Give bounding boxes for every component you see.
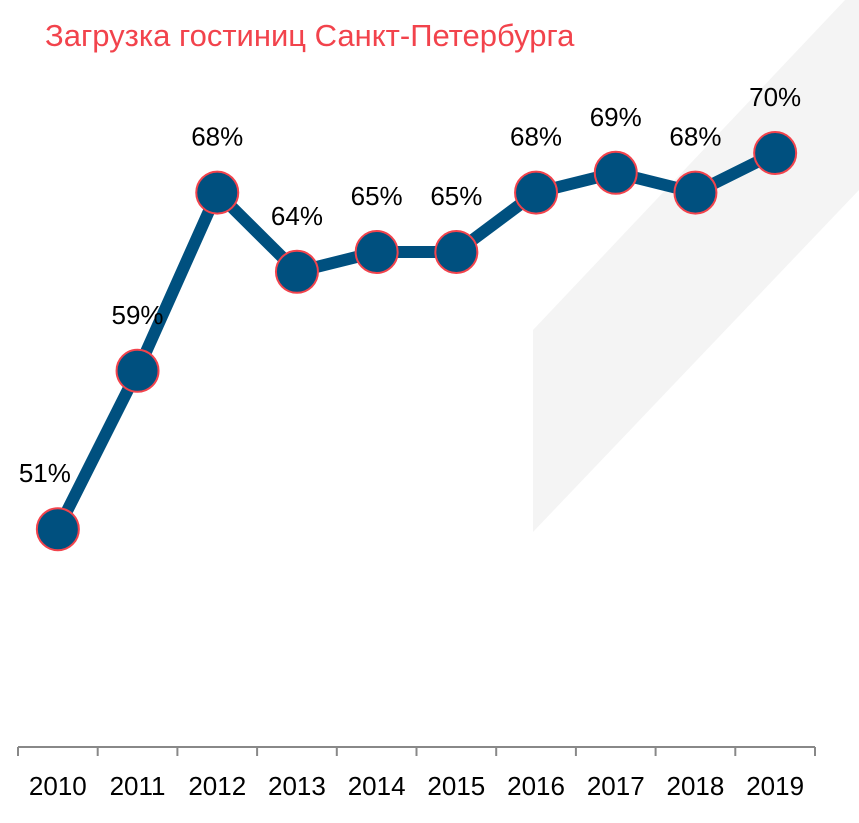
x-tick-label: 2017 [587, 771, 645, 801]
data-label: 65% [351, 181, 403, 211]
data-label: 70% [749, 82, 801, 112]
x-tick-label: 2011 [110, 771, 166, 801]
data-point [274, 249, 319, 294]
data-point [35, 507, 80, 552]
data-point [115, 348, 160, 393]
x-tick-label: 2018 [667, 771, 725, 801]
x-tick-label: 2013 [268, 771, 326, 801]
data-point [673, 170, 718, 215]
x-axis: 2010 2011 2012 2013 2014 2015 2016 2017 2018 2019 [17, 746, 816, 801]
x-tick-label: 2015 [427, 771, 485, 801]
chart-title: Загрузка гостиниц Санкт-Петербурга [45, 18, 575, 53]
data-point [514, 170, 559, 215]
x-tick-label: 2014 [348, 771, 406, 801]
data-label: 65% [430, 181, 482, 211]
series-line [52, 147, 778, 532]
x-tick-label: 2012 [188, 771, 246, 801]
data-label: 51% [19, 458, 71, 488]
x-tick-label: 2010 [29, 771, 87, 801]
data-label: 59% [112, 300, 164, 330]
data-label: 68% [669, 122, 721, 152]
data-label: 68% [191, 122, 243, 152]
background-decoration [533, 0, 859, 532]
x-tick-label: 2019 [746, 771, 804, 801]
x-tick-label: 2016 [507, 771, 565, 801]
data-point [434, 230, 479, 274]
data-point [354, 230, 399, 274]
data-label: 68% [510, 122, 562, 152]
data-label: 64% [271, 201, 323, 231]
data-point [593, 150, 638, 195]
data-point [753, 131, 798, 175]
data-point [195, 170, 240, 215]
data-label: 69% [590, 102, 642, 132]
plot-area: 51% 59% 68% 64% 65% 65% 68% 69% 68% 70% [19, 82, 801, 552]
